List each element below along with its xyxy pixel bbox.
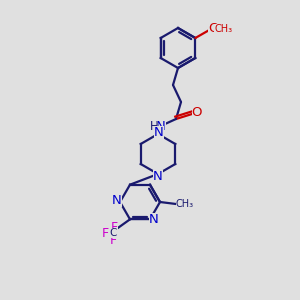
Text: O: O	[192, 106, 202, 119]
Text: F: F	[101, 227, 109, 240]
Text: C: C	[109, 228, 117, 238]
Text: F: F	[110, 234, 117, 247]
Text: O: O	[208, 22, 219, 35]
Text: N: N	[153, 169, 163, 182]
Text: N: N	[154, 125, 164, 139]
Text: N: N	[156, 121, 166, 134]
Text: CH₃: CH₃	[214, 24, 232, 34]
Text: N: N	[149, 213, 159, 226]
Text: N: N	[112, 194, 122, 206]
Text: H: H	[150, 121, 158, 134]
Text: F: F	[110, 221, 118, 234]
Text: CH₃: CH₃	[176, 199, 194, 209]
